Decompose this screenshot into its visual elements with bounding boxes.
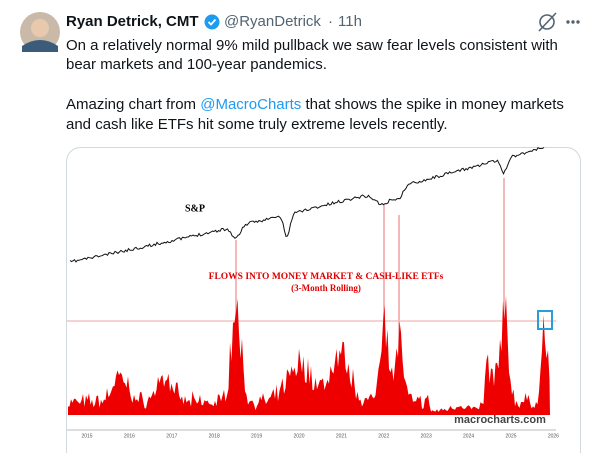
year-label: 2019: [251, 433, 262, 439]
year-label: 2022: [378, 433, 389, 439]
year-label: 2021: [336, 433, 347, 439]
verified-badge: [204, 14, 220, 30]
year-label: 2016: [124, 433, 135, 439]
year-label: 2025: [505, 433, 516, 439]
timestamp[interactable]: 11h: [338, 13, 362, 30]
year-label: 2023: [421, 433, 432, 439]
author-name[interactable]: Ryan Detrick, CMT: [66, 13, 199, 30]
avatar-shirt: [22, 40, 58, 52]
year-label: 2026: [548, 433, 559, 439]
watermark: macrocharts.com: [454, 414, 546, 426]
highlight-box: [537, 310, 553, 330]
tweet-text: Amazing chart from @MacroCharts that sho…: [66, 96, 564, 113]
tweet-text: and cash like ETFs hit some truly extrem…: [66, 116, 448, 133]
sp-label: S&P: [185, 203, 205, 214]
year-label: 2018: [209, 433, 220, 439]
year-label: 2020: [293, 433, 304, 439]
tweet-text: bear markets and 100-year pandemics.: [66, 56, 327, 73]
sp-line: [69, 147, 545, 263]
year-label: 2017: [166, 433, 177, 439]
avatar-face: [31, 19, 49, 37]
mention[interactable]: @MacroCharts: [200, 96, 301, 113]
grok-icon[interactable]: [538, 12, 557, 32]
tweet-text: Amazing chart from: [66, 96, 200, 113]
author-handle[interactable]: @RyanDetrick: [224, 13, 321, 30]
flows-subtitle: (3-Month Rolling): [291, 283, 361, 293]
flows-title: FLOWS INTO MONEY MARKET & CASH-LIKE ETFs: [209, 272, 444, 282]
more-icon[interactable]: [566, 20, 580, 24]
tweet-text: On a relatively normal 9% mild pullback …: [66, 37, 558, 54]
year-label: 2015: [81, 433, 92, 439]
year-label: 2024: [463, 433, 474, 439]
separator: ·: [328, 13, 333, 30]
tweet-text: that shows the spike in money markets: [301, 96, 564, 113]
image-frame: [66, 147, 581, 458]
flows-area: [68, 295, 550, 415]
chart-image[interactable]: S&P FLOWS INTO MONEY MARKET & CASH-LIKE …: [66, 147, 581, 458]
